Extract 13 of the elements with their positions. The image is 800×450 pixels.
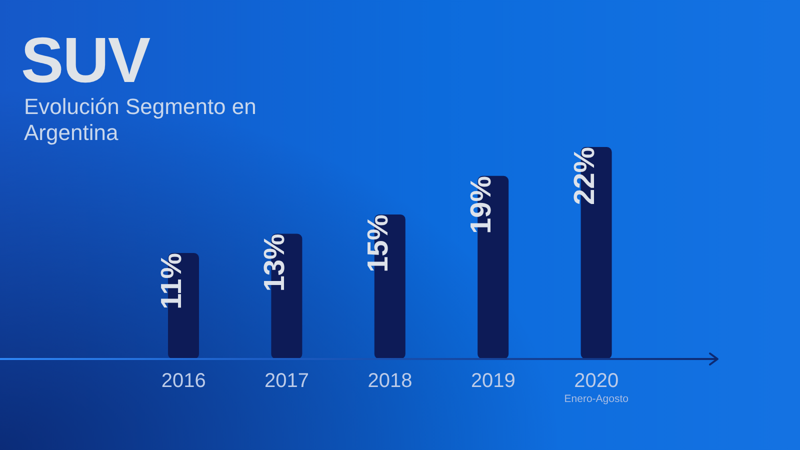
x-tick-label: 2019 — [470, 370, 516, 392]
x-tick-label: 2016 — [161, 370, 206, 392]
data-label: 11% — [156, 252, 188, 310]
text: Enero-Agosto — [564, 393, 629, 405]
chart-title: SUV — [21, 24, 150, 96]
data-label: 22% — [568, 146, 601, 206]
x-tick-label: 2020 — [574, 370, 619, 392]
chart-subtitle: Evolución Segmento en Argentina — [24, 94, 258, 146]
data-label: 13% — [259, 234, 292, 292]
data-label: 15% — [362, 214, 394, 272]
x-tick-label: 2017 — [264, 370, 310, 392]
x-tick-label: 2018 — [368, 370, 412, 392]
data-label: 19% — [466, 176, 498, 234]
